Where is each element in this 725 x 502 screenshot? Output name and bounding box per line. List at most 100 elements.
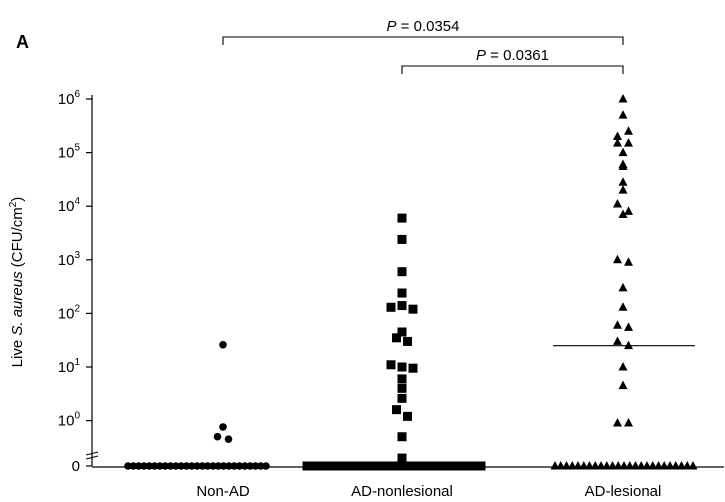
x-category-label: Non-AD [196, 483, 250, 500]
data-point-circle [214, 462, 223, 470]
significance-bracket [222, 36, 624, 45]
data-point-square [397, 362, 407, 372]
data-point-square [397, 453, 407, 463]
data-point-square [470, 461, 480, 471]
data-point-circle [124, 462, 132, 470]
data-point-triangle [573, 461, 583, 470]
data-point-square [386, 302, 396, 312]
data-point-triangle [579, 461, 589, 470]
data-point-circle [187, 462, 196, 470]
y-tick-label: 101 [58, 357, 81, 376]
y-tick-base: 10 [58, 198, 75, 215]
data-point-circle [246, 462, 254, 470]
data-point-square [350, 461, 360, 471]
data-point-circle [145, 462, 154, 470]
x-category-label: AD-lesional [585, 483, 662, 500]
y-tick-base: 10 [58, 305, 75, 322]
data-point-square [408, 304, 418, 314]
data-point-triangle [618, 209, 628, 219]
data-point-square [314, 461, 324, 471]
data-point-square [428, 461, 438, 471]
data-point-square [397, 432, 407, 442]
data-point-triangle [642, 461, 652, 470]
data-point-square [356, 461, 366, 471]
x-category-label: AD-nonlesional [351, 483, 453, 500]
y-tick-exponent: 5 [74, 143, 80, 154]
data-point-circle [140, 462, 148, 470]
data-point-triangle [636, 461, 646, 470]
data-point-triangle [677, 461, 686, 470]
y-tick-base: 10 [58, 252, 75, 269]
y-axis-label-organism: S. aureus [9, 271, 26, 336]
data-point-triangle [624, 340, 633, 350]
data-point-triangle [608, 461, 617, 470]
p-value-label: P = 0.0361 [476, 47, 549, 64]
data-point-square [392, 333, 401, 343]
y-tick-base: 10 [58, 359, 75, 376]
data-point-square [308, 461, 318, 471]
data-point-square [434, 461, 444, 471]
data-point-square [338, 461, 348, 471]
y-tick-label: 100 [58, 411, 81, 430]
data-point-square [392, 461, 402, 471]
data-point-square [440, 461, 450, 471]
data-point-triangle [624, 206, 633, 215]
data-point-circle [203, 462, 212, 470]
data-point-circle [171, 462, 180, 470]
data-point-circle [224, 435, 233, 443]
y-tick-label: 105 [58, 143, 81, 162]
y-tick-exponent: 0 [74, 411, 80, 422]
data-point-square [446, 461, 456, 471]
data-point-triangle [590, 461, 600, 470]
y-tick-base: 10 [58, 91, 75, 108]
data-points [124, 94, 698, 471]
data-point-square [397, 327, 407, 337]
data-point-triangle [618, 380, 628, 390]
data-point-square [452, 461, 462, 471]
data-point-triangle [613, 198, 622, 208]
data-point-circle [219, 340, 227, 349]
y-tick-exponent: 6 [74, 89, 80, 100]
y-axis-label: Live S. aureus (CFU/cm2) [8, 197, 26, 368]
data-point-triangle [618, 177, 628, 186]
data-point-square [380, 461, 390, 471]
data-point-circle [134, 462, 143, 470]
data-point-circle [219, 462, 228, 470]
data-point-square [416, 461, 426, 471]
data-point-triangle [585, 461, 594, 470]
data-point-triangle [619, 461, 629, 470]
data-point-triangle [596, 461, 606, 470]
data-point-square [362, 461, 372, 471]
data-point-triangle [624, 322, 633, 331]
data-point-triangle [688, 461, 698, 470]
data-point-triangle [625, 461, 635, 470]
data-point-triangle [562, 461, 571, 470]
data-point-circle [225, 462, 233, 470]
data-point-triangle [618, 362, 628, 371]
data-point-square [368, 461, 378, 471]
y-tick-label: 0 [72, 458, 80, 475]
panel-label: A [16, 32, 29, 52]
y-tick-label: 104 [58, 196, 81, 215]
y-tick-exponent: 3 [74, 250, 80, 261]
data-point-triangle [659, 461, 669, 470]
data-point-square [410, 461, 420, 471]
data-point-triangle [631, 461, 640, 470]
data-point-circle [256, 462, 265, 470]
data-point-circle [262, 462, 270, 470]
data-point-triangle [613, 418, 622, 427]
data-point-circle [156, 462, 164, 470]
data-point-circle [129, 462, 138, 470]
data-point-square [397, 213, 407, 223]
y-tick-exponent: 1 [74, 357, 80, 368]
data-point-square [386, 461, 396, 471]
significance-brackets: P = 0.0354 P = 0.0361 [222, 18, 624, 74]
data-point-square [344, 461, 354, 471]
data-point-square [403, 336, 412, 346]
data-point-square [397, 393, 407, 403]
data-point-square [458, 461, 468, 471]
p-value-label: P = 0.0354 [387, 18, 460, 35]
data-point-square [397, 288, 407, 298]
data-point-square [403, 411, 412, 421]
data-point-square [320, 461, 330, 471]
